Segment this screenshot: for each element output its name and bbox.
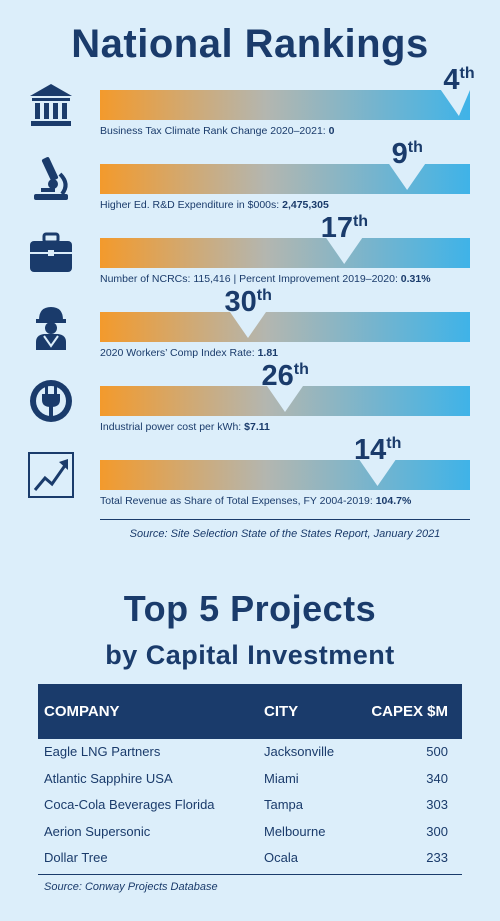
ranking-row: 17th Number of NCRCs: 115,416 | Percent I… (0, 214, 500, 293)
ranking-label-value: 104.7% (375, 495, 412, 507)
header-city: CITY (264, 703, 299, 720)
ranking-row: 30th 2020 Workers’ Comp Index Rate: 1.81 (0, 288, 500, 367)
rank-suffix: th (256, 287, 272, 304)
header-capex: CAPEX $M (371, 703, 448, 720)
ranking-bar-shape (100, 238, 470, 268)
cell-city: Ocala (264, 850, 298, 865)
rankings-source: Source: Site Selection State of the Stat… (100, 519, 470, 540)
projects-source: Source: Conway Projects Database (38, 874, 462, 893)
rank-number: 30 (224, 286, 257, 318)
ranking-label-value: 1.81 (257, 347, 279, 359)
rank-number: 17 (320, 212, 353, 244)
bank-icon (24, 78, 78, 132)
rank-suffix: th (352, 213, 369, 230)
growth-chart-icon (24, 448, 78, 502)
ranking-label-text: Total Revenue as Share of Total Expenses… (100, 495, 376, 507)
table-row: Aerion Supersonic Melbourne 300 (38, 820, 462, 846)
table-row: Atlantic Sapphire USA Miami 340 (38, 767, 462, 793)
ranking-label-value: 2,475,305 (282, 199, 329, 211)
rank-value: 4th (443, 66, 474, 95)
rank-value: 14th (354, 436, 401, 465)
ranking-bar (100, 238, 470, 268)
table-header: COMPANY CITY CAPEX $M (38, 684, 462, 739)
ranking-label: Industrial power cost per kWh: $7.11 (100, 421, 270, 433)
cell-city: Melbourne (264, 823, 326, 839)
ranking-label-value: 0 (328, 125, 335, 137)
cell-city: Jacksonville (264, 744, 335, 759)
ranking-label-text: Business Tax Climate Rank Change 2020–20… (100, 125, 329, 137)
worker-icon (24, 300, 78, 354)
ranking-label: 2020 Workers’ Comp Index Rate: 1.81 (100, 347, 278, 359)
cell-company: Coca-Cola Beverages Florida (44, 797, 215, 812)
ranking-bar-shape (100, 312, 470, 342)
ranking-label: Total Revenue as Share of Total Expenses… (100, 495, 411, 507)
cell-city: Tampa (264, 797, 304, 812)
cell-company: Aerion Supersonic (44, 823, 151, 839)
rank-suffix: th (386, 435, 402, 452)
ranking-bar (100, 90, 470, 120)
rank-suffix: th (459, 65, 475, 82)
ranking-label-value: $7.11 (244, 421, 270, 433)
cell-capex: 233 (426, 850, 448, 865)
cell-capex: 300 (426, 823, 448, 839)
rank-value: 9th (392, 140, 423, 169)
ranking-row: 4th Business Tax Climate Rank Change 2020… (0, 66, 500, 145)
ranking-label-value: 0.31% (400, 273, 431, 285)
ranking-bar-shape (100, 164, 470, 194)
ranking-label: Higher Ed. R&D Expenditure in $000s: 2,4… (100, 199, 329, 211)
table-row: Eagle LNG Partners Jacksonville 500 (38, 740, 462, 766)
projects-subtitle: by Capital Investment (105, 640, 395, 670)
ranking-label: Number of NCRCs: 115,416 | Percent Impro… (100, 273, 431, 285)
microscope-icon (24, 152, 78, 206)
ranking-bar (100, 164, 470, 194)
rank-suffix: th (293, 361, 309, 378)
ranking-bar (100, 386, 470, 416)
power-plug-icon (24, 374, 78, 428)
ranking-label-text: Industrial power cost per kWh: (100, 421, 245, 433)
projects-title: Top 5 Projects (123, 588, 377, 629)
ranking-label-text: Higher Ed. R&D Expenditure in $000s: (100, 199, 283, 211)
cell-company: Dollar Tree (44, 850, 108, 865)
rank-value: 17th (321, 214, 368, 243)
ranking-bar-shape (100, 460, 470, 490)
rank-suffix: th (407, 139, 423, 156)
ranking-bar (100, 312, 470, 342)
cell-capex: 500 (426, 744, 448, 759)
ranking-bar-shape (100, 386, 470, 416)
page-title: National Rankings (71, 22, 429, 66)
cell-capex: 340 (426, 770, 448, 786)
rank-value: 26th (262, 362, 309, 391)
table-row: Dollar Tree Ocala 233 (38, 846, 462, 872)
cell-capex: 303 (426, 797, 448, 812)
ranking-label: Business Tax Climate Rank Change 2020–20… (100, 125, 334, 137)
rank-number: 14 (354, 434, 387, 466)
rank-value: 30th (225, 288, 272, 317)
ranking-label-text: 2020 Workers’ Comp Index Rate: (100, 347, 258, 359)
rank-number: 4 (443, 64, 460, 96)
rank-number: 26 (261, 360, 294, 392)
cell-company: Eagle LNG Partners (44, 744, 161, 759)
cell-company: Atlantic Sapphire USA (44, 770, 173, 786)
ranking-label-text: Number of NCRCs: 115,416 | Percent Impro… (100, 273, 401, 285)
ranking-row: 26th Industrial power cost per kWh: $7.11 (0, 362, 500, 441)
ranking-bar (100, 460, 470, 490)
table-row: Coca-Cola Beverages Florida Tampa 303 (38, 793, 462, 819)
rank-number: 9 (391, 138, 408, 170)
cell-city: Miami (264, 770, 299, 786)
header-company: COMPANY (44, 703, 120, 720)
briefcase-icon (24, 226, 78, 280)
ranking-row: 14th Total Revenue as Share of Total Expe… (0, 436, 500, 515)
ranking-bar-shape (100, 90, 470, 120)
ranking-row: 9th Higher Ed. R&D Expenditure in $000s: … (0, 140, 500, 219)
